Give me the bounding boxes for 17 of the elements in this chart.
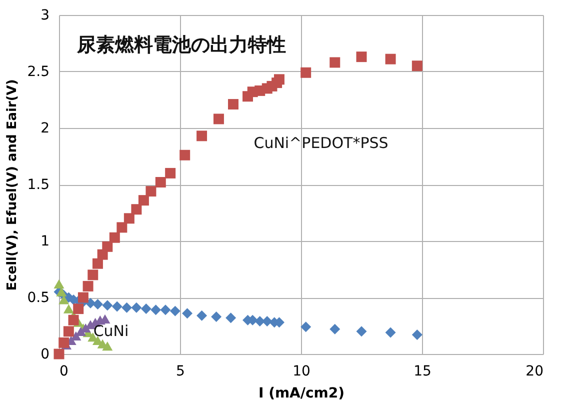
y-tick-label: 0.5 [27,290,50,306]
y-tick-label: 1 [40,234,50,250]
y-tick-label: 2 [40,120,50,136]
y-tick-label: 3 [40,8,50,24]
y-axis-title: Ecell(V), Efuel(V) and Eair(V) [5,79,20,291]
annotation: CuNi [93,322,129,340]
y-tick-label: 1.5 [27,177,50,193]
x-tick-label: 10 [292,364,310,380]
x-tick-label: 5 [176,364,185,380]
x-axis-title: I (mA/cm2) [258,386,345,402]
x-tick-label: 15 [414,364,432,380]
y-tick-label: 2.5 [27,64,50,80]
text: 尿素燃料電池の出力特性 [76,34,286,56]
x-tick-label: 20 [526,364,544,380]
y-tick-label: 0 [40,346,50,362]
x-tick-label: 0 [60,364,68,380]
annotation: CuNi^PEDOT*PSS [254,134,388,152]
